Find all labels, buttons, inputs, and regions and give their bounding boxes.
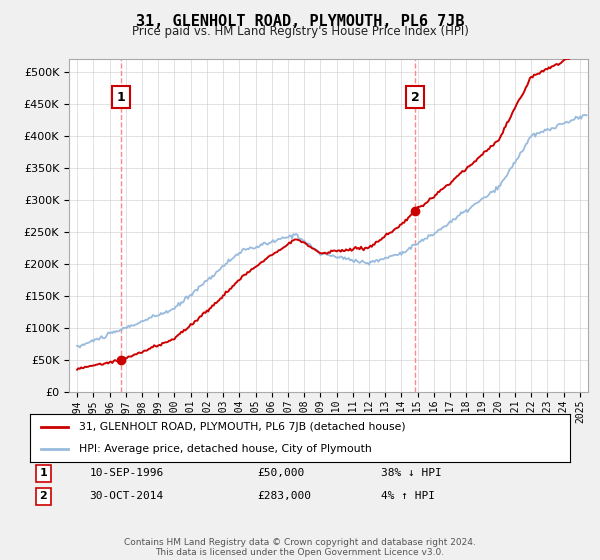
- Text: 38% ↓ HPI: 38% ↓ HPI: [381, 468, 442, 478]
- Text: Price paid vs. HM Land Registry's House Price Index (HPI): Price paid vs. HM Land Registry's House …: [131, 25, 469, 38]
- Text: 2: 2: [410, 91, 419, 104]
- Text: £50,000: £50,000: [257, 468, 304, 478]
- Text: 10-SEP-1996: 10-SEP-1996: [89, 468, 164, 478]
- Text: £283,000: £283,000: [257, 491, 311, 501]
- Text: Contains HM Land Registry data © Crown copyright and database right 2024.
This d: Contains HM Land Registry data © Crown c…: [124, 538, 476, 557]
- Text: 1: 1: [40, 468, 47, 478]
- Text: 1: 1: [116, 91, 125, 104]
- Text: 31, GLENHOLT ROAD, PLYMOUTH, PL6 7JB: 31, GLENHOLT ROAD, PLYMOUTH, PL6 7JB: [136, 14, 464, 29]
- Text: 31, GLENHOLT ROAD, PLYMOUTH, PL6 7JB (detached house): 31, GLENHOLT ROAD, PLYMOUTH, PL6 7JB (de…: [79, 422, 405, 432]
- Text: 30-OCT-2014: 30-OCT-2014: [89, 491, 164, 501]
- Text: 2: 2: [40, 491, 47, 501]
- Text: HPI: Average price, detached house, City of Plymouth: HPI: Average price, detached house, City…: [79, 444, 371, 454]
- Text: 4% ↑ HPI: 4% ↑ HPI: [381, 491, 435, 501]
